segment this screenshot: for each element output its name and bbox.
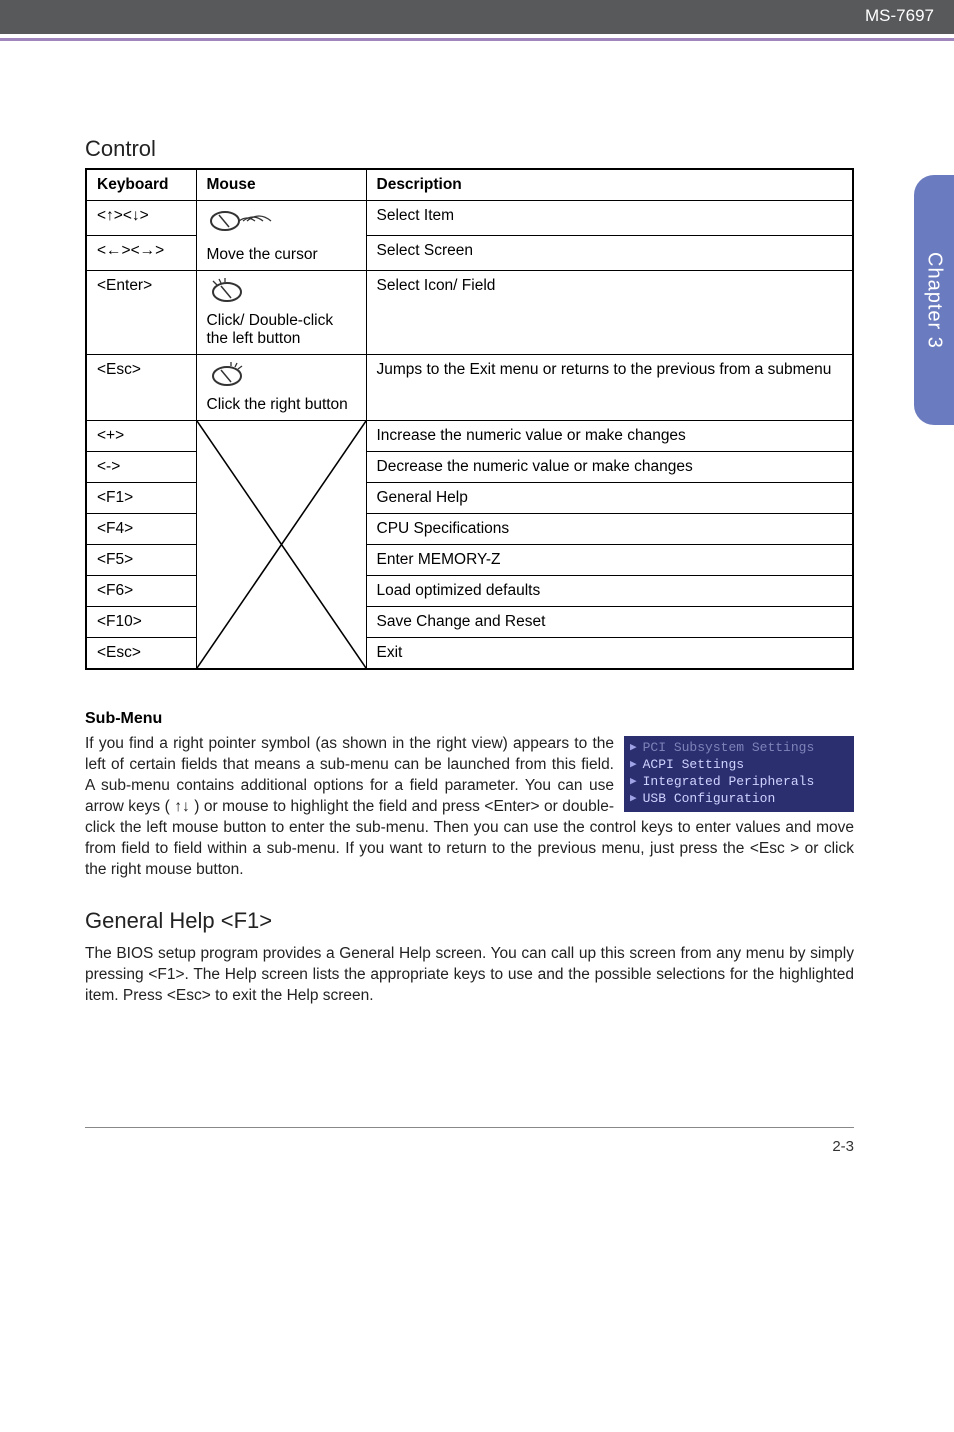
bios-item-label: USB Configuration	[643, 791, 776, 808]
key-cell: <←><→>	[86, 236, 196, 271]
triangle-icon: ▶	[630, 775, 637, 789]
desc-cell: Decrease the numeric value or make chang…	[366, 452, 853, 483]
table-row: <Enter> Click/ Double-click the left but…	[86, 271, 853, 355]
triangle-icon: ▶	[630, 758, 637, 772]
chapter-side-tab: Chapter 3	[914, 175, 954, 425]
bios-item: ▶ ACPI Settings	[630, 757, 848, 774]
mouse-move-label: Move the cursor	[207, 246, 318, 263]
header-bar: MS-7697	[0, 0, 954, 34]
key-cell: <↑><↓>	[86, 201, 196, 236]
desc-cell: Jumps to the Exit menu or returns to the…	[366, 355, 853, 421]
key-cell: <Enter>	[86, 271, 196, 355]
desc-cell: General Help	[366, 483, 853, 514]
col-description: Description	[366, 169, 853, 201]
bios-item: ▶ USB Configuration	[630, 791, 848, 808]
col-mouse: Mouse	[196, 169, 366, 201]
key-cell: <->	[86, 452, 196, 483]
control-table: Keyboard Mouse Description <↑><↓> Move t…	[85, 168, 854, 670]
table-row: <+> Increase the numeric value or make c…	[86, 421, 853, 452]
key-cell: <F4>	[86, 514, 196, 545]
key-cell: <F1>	[86, 483, 196, 514]
desc-cell: Select Screen	[366, 236, 853, 271]
page-number: 2-3	[85, 1138, 854, 1155]
mouse-right-label: Click the right button	[207, 396, 348, 413]
table-header-row: Keyboard Mouse Description	[86, 169, 853, 201]
key-cell: <F6>	[86, 576, 196, 607]
bios-item-label: ACPI Settings	[643, 757, 744, 774]
key-cell: <Esc>	[86, 638, 196, 670]
bios-item: ▶ PCI Subsystem Settings	[630, 740, 848, 757]
bios-submenu-preview: ▶ PCI Subsystem Settings ▶ ACPI Settings ▶ In…	[624, 736, 854, 812]
desc-cell: Save Change and Reset	[366, 607, 853, 638]
mouse-click-label: Click/ Double-click the left button	[207, 312, 334, 347]
mouse-move-icon	[207, 207, 277, 242]
bios-item-label: PCI Subsystem Settings	[643, 740, 815, 757]
general-help-paragraph: The BIOS setup program provides a Genera…	[85, 944, 854, 1007]
desc-cell: Load optimized defaults	[366, 576, 853, 607]
desc-cell: Select Item	[366, 201, 853, 236]
mouse-cell-right: Click the right button	[196, 355, 366, 421]
table-row: <Esc> Click the right button Jumps to th…	[86, 355, 853, 421]
crossed-out-icon	[197, 421, 366, 668]
desc-cell: Select Icon/ Field	[366, 271, 853, 355]
key-cell: <+>	[86, 421, 196, 452]
mouse-click-icon	[207, 277, 247, 308]
triangle-icon: ▶	[630, 741, 637, 755]
footer-divider	[85, 1127, 854, 1128]
key-cell: <F10>	[86, 607, 196, 638]
table-row: <↑><↓> Move the cursor Select Item	[86, 201, 853, 236]
key-cell: <F5>	[86, 545, 196, 576]
desc-cell: CPU Specifications	[366, 514, 853, 545]
desc-cell: Enter MEMORY-Z	[366, 545, 853, 576]
bios-item-label: Integrated Peripherals	[643, 774, 815, 791]
control-title: Control	[85, 136, 854, 162]
chapter-side-label: Chapter 3	[923, 252, 946, 349]
mouse-cell-click: Click/ Double-click the left button	[196, 271, 366, 355]
model-number: MS-7697	[865, 6, 934, 25]
mouse-rightclick-icon	[207, 361, 247, 392]
key-cell: <Esc>	[86, 355, 196, 421]
col-keyboard: Keyboard	[86, 169, 196, 201]
mouse-cell-move: Move the cursor	[196, 201, 366, 271]
general-help-title: General Help <F1>	[85, 908, 854, 934]
desc-cell: Exit	[366, 638, 853, 670]
bios-item: ▶ Integrated Peripherals	[630, 774, 848, 791]
desc-cell: Increase the numeric value or make chang…	[366, 421, 853, 452]
mouse-na-cell	[196, 421, 366, 670]
triangle-icon: ▶	[630, 792, 637, 806]
submenu-title: Sub-Menu	[85, 710, 854, 728]
accent-line	[0, 38, 954, 41]
